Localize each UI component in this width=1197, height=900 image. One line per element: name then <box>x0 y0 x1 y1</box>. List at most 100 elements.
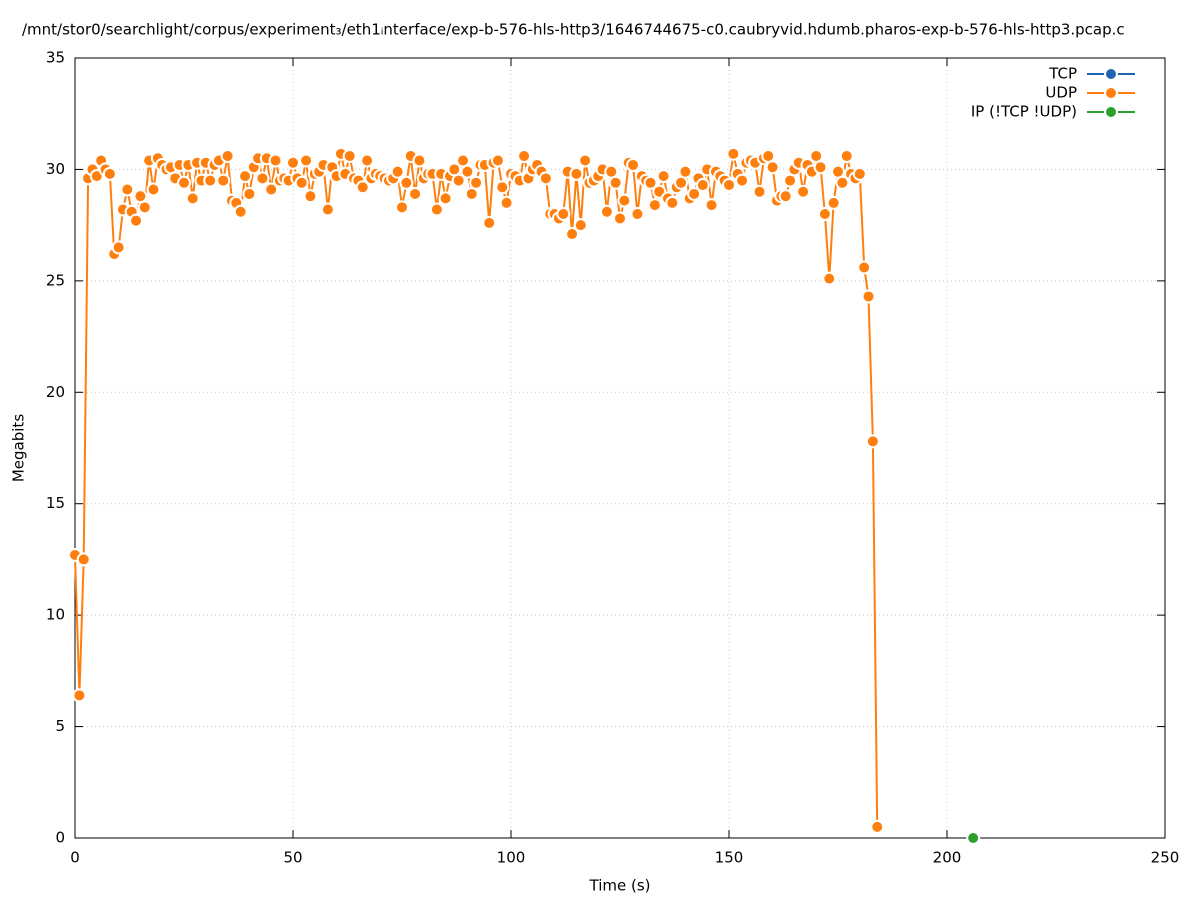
data-point <box>238 169 253 184</box>
data-point <box>722 178 736 193</box>
plot-frame <box>74 57 1166 839</box>
data-point <box>408 186 423 201</box>
data-point <box>796 184 811 199</box>
data-point <box>857 260 872 275</box>
data-point <box>870 819 885 834</box>
y-tick-label: 0 <box>55 829 65 847</box>
data-point <box>865 434 880 449</box>
data-point <box>390 164 405 179</box>
data-point <box>826 195 841 210</box>
data-point <box>626 157 641 172</box>
y-tick-label: 30 <box>46 160 65 178</box>
x-tick-label: 250 <box>1151 849 1180 867</box>
data-point <box>643 175 658 190</box>
data-point <box>469 175 484 190</box>
data-point <box>617 193 632 208</box>
chart-title: /mnt/stor0/searchlight/corpus/experiment… <box>22 21 1125 39</box>
x-tick-label: 50 <box>283 849 302 867</box>
data-point <box>286 155 300 170</box>
data-point <box>451 173 466 188</box>
y-tick-label: 10 <box>46 606 65 624</box>
data-point <box>517 149 532 164</box>
data-point <box>817 207 832 221</box>
data-point <box>233 204 248 219</box>
data-point <box>735 173 750 188</box>
data-point <box>220 149 235 164</box>
x-tick-label: 100 <box>497 849 526 867</box>
data-point <box>765 160 780 175</box>
data-point <box>861 289 876 304</box>
data-point <box>556 207 571 221</box>
data-point <box>395 200 409 215</box>
data-point <box>482 215 497 230</box>
data-point <box>355 180 370 195</box>
data-point <box>647 198 662 213</box>
data-point <box>76 552 91 567</box>
data-point <box>460 164 475 179</box>
data-point <box>687 186 702 201</box>
data-point <box>630 207 645 221</box>
y-tick-label: 5 <box>55 717 65 735</box>
data-point <box>203 173 218 188</box>
y-tick-label: 35 <box>46 49 65 67</box>
data-point <box>665 195 680 210</box>
data-point <box>839 149 854 164</box>
data-point <box>320 202 335 217</box>
data-point <box>573 218 588 233</box>
y-tick-label: 15 <box>46 494 65 512</box>
data-point <box>185 191 200 206</box>
data-point <box>569 166 584 181</box>
data-point <box>490 153 505 168</box>
data-point <box>726 146 741 161</box>
y-axis-label: Megabits <box>10 414 28 482</box>
data-point <box>303 189 318 204</box>
data-point <box>129 213 144 228</box>
data-point <box>822 271 837 286</box>
data-point <box>608 175 623 190</box>
data-point <box>565 227 580 242</box>
data-point <box>656 169 671 184</box>
data-point <box>412 153 427 168</box>
legend-label: UDP <box>1045 84 1077 102</box>
data-point <box>264 182 279 197</box>
data-point <box>72 688 87 703</box>
data-point <box>177 175 191 190</box>
data-point <box>695 178 710 193</box>
data-point <box>120 182 135 197</box>
x-axis-label: Time (s) <box>589 877 651 895</box>
data-point <box>538 171 553 186</box>
x-tick-label: 0 <box>70 849 80 867</box>
data-point <box>299 153 314 168</box>
data-point <box>146 182 161 197</box>
data-point <box>813 160 828 175</box>
x-tick-label: 150 <box>715 849 744 867</box>
data-point <box>578 153 593 168</box>
data-point <box>704 198 719 213</box>
x-tick-label: 200 <box>933 849 962 867</box>
data-point <box>242 186 257 201</box>
data-point <box>399 175 414 190</box>
data-point <box>255 171 270 186</box>
data-point <box>499 195 514 210</box>
legend-marker <box>1104 105 1118 119</box>
data-point <box>613 211 627 226</box>
data-point <box>778 189 793 204</box>
y-tick-label: 25 <box>46 271 65 289</box>
data-point <box>599 204 614 219</box>
data-point <box>294 175 309 190</box>
data-point <box>966 831 981 845</box>
data-point <box>111 240 126 255</box>
data-point <box>835 175 850 190</box>
legend-label: IP (!TCP !UDP) <box>971 103 1077 121</box>
y-tick-label: 20 <box>46 383 65 401</box>
data-point <box>360 153 375 168</box>
legend-marker <box>1104 67 1118 81</box>
legend-label: TCP <box>1048 65 1077 83</box>
data-point <box>342 149 357 164</box>
data-point <box>216 173 231 188</box>
data-point <box>429 202 444 217</box>
data-point <box>438 191 453 206</box>
data-point <box>495 180 510 195</box>
data-point <box>137 200 152 215</box>
